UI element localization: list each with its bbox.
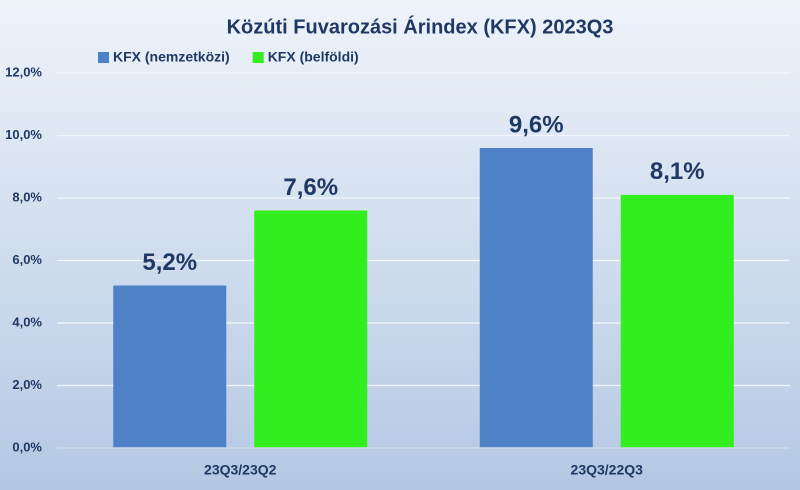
value-label: 9,6% <box>509 111 564 138</box>
legend-label: KFX (belföldi) <box>268 49 359 65</box>
y-tick-label: 6,0% <box>12 252 42 267</box>
value-label: 5,2% <box>142 249 197 276</box>
value-label: 8,1% <box>650 158 705 185</box>
y-tick-label: 4,0% <box>12 314 42 329</box>
legend-swatch <box>252 52 264 63</box>
bar <box>113 285 227 448</box>
y-tick-label: 0,0% <box>12 439 42 454</box>
bar <box>620 194 734 448</box>
y-tick-label: 8,0% <box>12 189 42 204</box>
chart-title: Közúti Fuvarozási Árindex (KFX) 2023Q3 <box>227 15 614 38</box>
y-tick-label: 10,0% <box>5 127 42 142</box>
x-tick-label: 23Q3/23Q2 <box>204 462 277 478</box>
legend-label: KFX (nemzetközi) <box>113 49 230 65</box>
x-tick-label: 23Q3/22Q3 <box>571 462 644 478</box>
y-tick-label: 12,0% <box>5 64 42 79</box>
bar <box>479 148 593 448</box>
value-label: 7,6% <box>283 174 338 201</box>
legend-swatch <box>98 52 109 63</box>
bar <box>254 210 368 448</box>
y-tick-label: 2,0% <box>12 377 42 392</box>
